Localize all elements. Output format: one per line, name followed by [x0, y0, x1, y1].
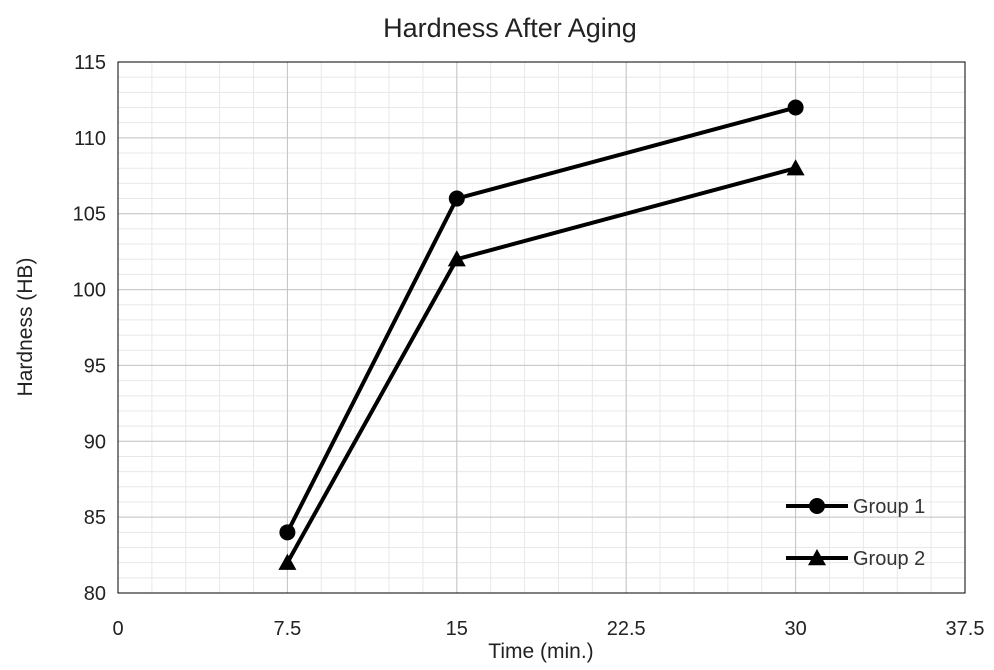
x-tick-label: 22.5 [607, 618, 646, 640]
y-tick-label: 90 [84, 431, 106, 453]
y-tick-label: 80 [84, 583, 106, 605]
plot-area [117, 61, 966, 594]
axis-labels: 80 85 90 95 100 105 110 115 0 7.5 15 22.5 30 37.5 [73, 52, 985, 640]
data-point [279, 524, 296, 541]
legend-item: Group 2 [786, 548, 925, 570]
y-tick-label: 110 [74, 128, 106, 150]
x-tick-label: 7.5 [273, 618, 301, 640]
legend: Group 1 Group 2 [786, 496, 925, 570]
grid-layer [117, 61, 966, 594]
y-tick-label: 95 [84, 355, 106, 377]
y-tick-label: 100 [73, 280, 106, 302]
data-point [787, 99, 804, 116]
legend-item: Group 1 [786, 496, 925, 518]
x-tick-label: 0 [112, 618, 123, 640]
legend-label: Group 1 [853, 496, 925, 518]
series-1 [279, 99, 804, 541]
series-layer [278, 99, 805, 570]
data-point [786, 159, 805, 176]
x-tick-label: 15 [446, 618, 468, 640]
x-tick-label: 30 [784, 618, 806, 640]
data-point [278, 553, 297, 570]
chart-title: Hardness After Aging [383, 13, 637, 43]
data-point [447, 250, 466, 267]
data-point [448, 190, 465, 207]
legend-marker [809, 498, 825, 514]
series-2 [278, 159, 805, 570]
x-axis-title: Time (min.) [488, 640, 593, 663]
legend-marker [808, 549, 826, 566]
y-tick-label: 85 [84, 507, 106, 529]
legend-label: Group 2 [853, 548, 925, 570]
y-tick-label: 105 [73, 204, 106, 226]
y-tick-label: 115 [74, 52, 106, 74]
x-tick-label: 37.5 [946, 618, 985, 640]
y-axis-title: Hardness (HB) [14, 258, 37, 397]
